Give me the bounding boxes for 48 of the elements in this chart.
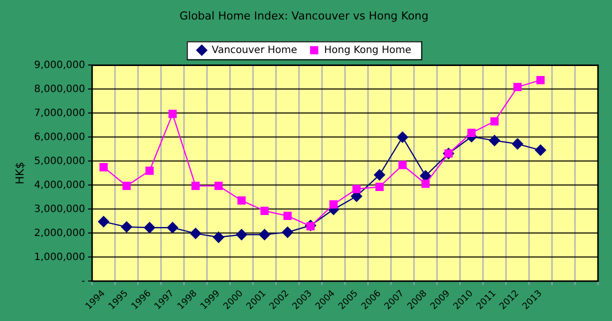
y-tick-label: - — [81, 276, 86, 287]
point — [190, 228, 202, 240]
point — [237, 196, 246, 205]
point — [513, 82, 522, 92]
y-tick-label: 3,000,000 — [34, 204, 86, 215]
point — [375, 182, 384, 191]
point — [214, 182, 223, 190]
point — [352, 184, 361, 194]
point — [512, 138, 524, 150]
chart-title: Global Home Index: Vancouver vs Hong Kong — [179, 9, 429, 22]
y-axis-title: HK$ — [13, 162, 26, 184]
point — [283, 212, 292, 220]
y-tick-label: 1,000,000 — [34, 252, 86, 263]
y-tick-label: 7,000,000 — [34, 108, 86, 119]
point — [420, 170, 432, 182]
point — [396, 132, 408, 143]
point — [99, 163, 108, 172]
y-tick-label: 6,000,000 — [34, 132, 86, 143]
point — [490, 117, 499, 126]
point — [306, 222, 315, 230]
y-tick-label: 8,000,000 — [34, 84, 86, 95]
point — [236, 229, 248, 240]
point — [120, 221, 132, 233]
point — [191, 182, 200, 190]
point — [488, 134, 500, 146]
legend-label: Hong Kong Home — [324, 44, 412, 56]
point — [212, 232, 224, 243]
point — [98, 216, 110, 228]
point — [260, 206, 269, 215]
point — [258, 229, 270, 240]
point — [421, 180, 430, 188]
point — [282, 226, 294, 238]
point — [122, 182, 131, 190]
point — [534, 144, 546, 156]
y-tick-label: 4,000,000 — [34, 180, 86, 191]
point — [145, 166, 154, 175]
point — [398, 160, 407, 170]
point — [166, 222, 178, 234]
point — [144, 222, 156, 234]
point — [168, 110, 177, 118]
point — [536, 76, 545, 84]
y-tick-label: 5,000,000 — [34, 156, 86, 167]
legend-label: Vancouver Home — [212, 44, 298, 56]
y-tick-label: 2,000,000 — [34, 228, 86, 239]
y-tick-label: 9,000,000 — [34, 60, 86, 71]
point — [467, 128, 476, 138]
point — [374, 169, 386, 180]
point — [329, 200, 338, 209]
